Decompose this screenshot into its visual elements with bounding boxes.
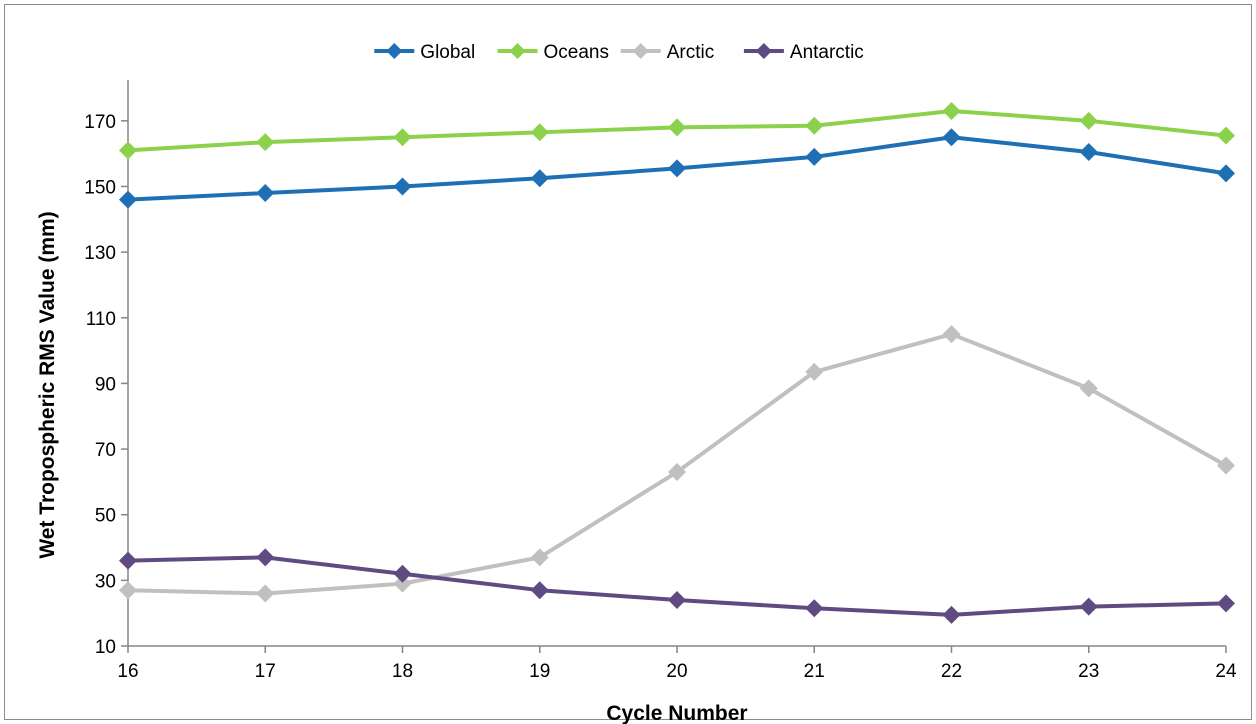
x-tick-label: 16 [117,661,138,682]
data-point-antarctic [393,564,412,583]
data-point-antarctic [942,605,961,624]
data-point-global [805,147,824,166]
data-point-arctic [1079,379,1098,398]
data-point-global [1217,164,1235,183]
data-point-global [668,159,686,178]
legend-marker [509,43,526,59]
data-point-oceans [805,116,824,135]
x-tick-label: 21 [804,661,825,682]
data-point-oceans [942,101,961,120]
data-point-oceans [1079,111,1098,130]
series-oceans [119,101,1235,160]
series-antarctic [119,548,1235,624]
y-axis-title: Wet Tropospheric RMS Value (mm) [36,211,59,558]
data-point-arctic [530,548,549,567]
data-point-global [1079,143,1098,162]
legend-label: Oceans [544,42,609,63]
y-tick-label: 110 [86,309,116,330]
x-tick-label: 24 [1215,661,1237,682]
data-point-antarctic [1079,597,1098,616]
plot-series [119,101,1235,624]
data-point-oceans [256,133,275,152]
legend-marker [755,43,772,59]
data-point-global [256,184,275,203]
y-tick-label: 10 [95,637,116,658]
y-tick-label: 170 [84,112,116,133]
y-tick-label: 150 [84,177,116,198]
data-point-global [942,128,961,147]
y-tick-label: 70 [95,440,116,461]
data-point-oceans [1217,126,1235,145]
data-point-arctic [942,325,961,344]
data-point-antarctic [256,548,275,567]
y-tick-label: 30 [95,571,116,592]
y-axis: 10 30 50 70 90 110 130 150 170 [84,80,129,658]
data-point-global [393,177,412,196]
data-point-antarctic [530,581,549,600]
legend-item-oceans: Oceans [497,42,609,63]
data-point-arctic [256,584,275,603]
y-tick-label: 130 [84,243,116,264]
series-global [119,128,1235,209]
chart-frame [4,4,1252,720]
legend-label: Antarctic [790,42,864,63]
legend-marker [632,43,649,59]
data-point-global [119,190,137,209]
data-point-oceans [530,123,549,142]
legend-item-antarctic: Antarctic [743,42,864,63]
data-point-arctic [119,581,137,600]
data-point-antarctic [668,591,686,610]
legend-item-arctic: Arctic [620,42,715,63]
series-arctic [119,325,1235,603]
data-point-arctic [805,362,824,381]
data-point-antarctic [805,599,824,618]
x-tick-label: 18 [392,661,413,682]
legend: Global Oceans Arctic Antarctic [374,42,864,63]
x-axis-title: Cycle Number [606,702,747,724]
y-tick-label: 90 [95,374,116,395]
data-point-antarctic [119,551,137,570]
legend-marker [386,43,403,59]
x-tick-label: 17 [255,661,276,682]
legend-item-global: Global [374,42,475,63]
data-point-global [530,169,549,188]
x-tick-label: 19 [529,661,550,682]
data-point-antarctic [1217,594,1235,613]
x-tick-label: 20 [666,661,687,682]
data-point-oceans [393,128,412,147]
legend-label: Arctic [667,42,715,63]
legend-label: Global [420,42,475,63]
x-axis: 16 17 18 19 20 21 22 23 24 [117,645,1237,682]
x-tick-label: 23 [1078,661,1099,682]
x-tick-label: 22 [941,661,962,682]
data-point-arctic [1217,456,1235,475]
y-tick-label: 50 [95,506,116,527]
data-point-arctic [668,463,686,482]
data-point-oceans [668,118,686,137]
data-point-oceans [119,141,137,160]
data-point-arctic [393,574,412,593]
